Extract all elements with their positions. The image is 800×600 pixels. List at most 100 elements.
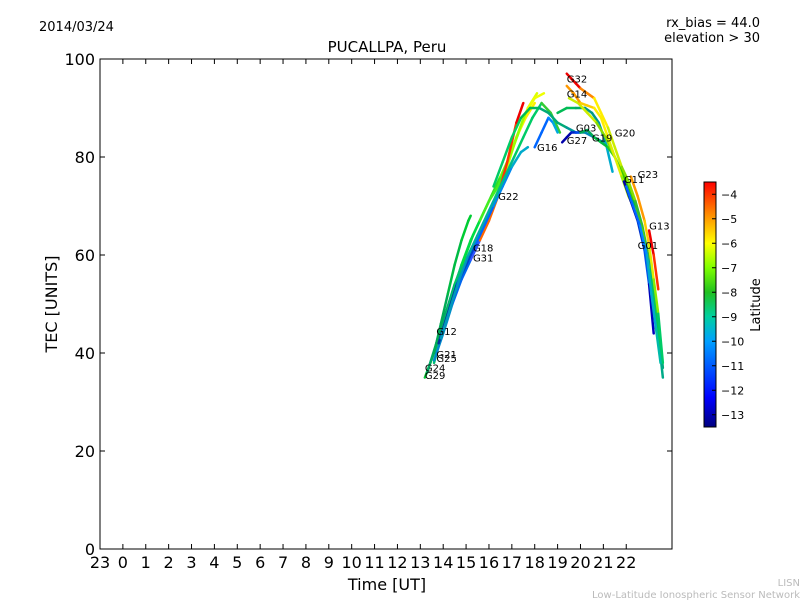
- series-segment: [533, 131, 543, 149]
- series-segment: [654, 317, 662, 355]
- x-tick-label: 20: [570, 553, 590, 572]
- satellite-label-g29: G29: [425, 371, 445, 382]
- satellite-label-g25: G25: [436, 354, 456, 365]
- series-segment: [613, 155, 623, 178]
- series-segment: [485, 194, 498, 218]
- plot-area: [99, 58, 673, 550]
- series-segment: [620, 165, 630, 183]
- satellite-label-g18: G18: [473, 244, 493, 255]
- y-tick-label: 0: [85, 540, 95, 559]
- series-segment: [540, 116, 550, 134]
- series-segment: [467, 234, 479, 257]
- series-segment: [460, 258, 472, 281]
- series-segment: [460, 219, 470, 242]
- x-tick-label: 18: [525, 553, 545, 572]
- series-segment: [453, 239, 463, 267]
- series-segment: [503, 155, 516, 178]
- satellite-label-g14: G14: [567, 89, 587, 100]
- series-segment: [515, 111, 527, 139]
- colorbar-tick-label: −8: [721, 286, 737, 299]
- series-segment: [533, 92, 546, 100]
- series-segment: [595, 121, 607, 139]
- series-segment: [467, 214, 472, 222]
- series-segment: [622, 175, 635, 203]
- series-segment: [650, 292, 658, 330]
- series-segment: [556, 106, 569, 115]
- series-segment: [492, 185, 504, 208]
- series-segment: [627, 180, 637, 203]
- satellite-label-g13: G13: [649, 222, 669, 233]
- colorbar-label: Latitude: [749, 278, 764, 332]
- x-axis-label: Time [UT]: [347, 575, 426, 594]
- colorbar-tick-label: −12: [721, 384, 744, 397]
- series-segment: [576, 101, 589, 115]
- satellite-label-g27: G27: [567, 136, 587, 147]
- series-segment: [634, 199, 644, 227]
- series-segment: [519, 145, 530, 154]
- series-segment: [494, 175, 507, 198]
- series-segment: [478, 199, 491, 222]
- series-g13: [647, 229, 660, 291]
- colorbar-tick-label: −9: [721, 311, 737, 324]
- series-segment: [654, 327, 662, 365]
- colorbar-tick-label: −7: [721, 262, 737, 275]
- series-segment: [624, 185, 635, 208]
- series-segment: [583, 106, 594, 115]
- series-segment: [524, 101, 536, 120]
- colorbar-tick-label: −4: [721, 188, 737, 201]
- series-segment: [538, 106, 550, 115]
- series-g16: [533, 116, 559, 149]
- x-axis: 23 0 1 2 3 4 5 6 7 8 9 10 11 12 13 14 15 16 17 18 19 20 21 22: [90, 59, 636, 572]
- series-segment: [540, 101, 552, 115]
- x-tick-label: 22: [616, 553, 636, 572]
- series-g23: [629, 175, 665, 365]
- series-segment: [631, 204, 642, 227]
- series-segment: [643, 219, 651, 247]
- series-segment: [629, 175, 639, 198]
- rx-bias-label: rx_bias = 44.0: [666, 16, 760, 31]
- x-tick-label: 12: [387, 553, 407, 572]
- satellite-label-g23: G23: [638, 170, 658, 181]
- series-segment: [647, 283, 655, 335]
- series-segment: [476, 214, 488, 237]
- x-tick-label: 2: [164, 553, 174, 572]
- satellite-label-g32: G32: [567, 75, 587, 86]
- series-segment: [469, 219, 482, 242]
- series-segment: [451, 263, 463, 296]
- series-segment: [592, 136, 603, 144]
- series-segment: [556, 121, 569, 129]
- satellite-label-g20: G20: [615, 129, 635, 140]
- series-segment: [547, 111, 559, 124]
- colorbar-tick-label: −11: [721, 360, 744, 373]
- x-tick-label: 7: [278, 553, 288, 572]
- colorbar-tick-label: −10: [721, 335, 744, 348]
- satellite-label-g11: G11: [624, 175, 644, 186]
- x-tick-label: 16: [479, 553, 499, 572]
- series-segment: [446, 263, 456, 296]
- y-tick-label: 80: [75, 148, 95, 167]
- series-segment: [565, 84, 575, 95]
- y-tick-label: 40: [75, 344, 95, 363]
- series-segment: [522, 116, 534, 139]
- colorbar-tick-label: −13: [721, 409, 744, 422]
- y-axis-label: TEC [UNITS]: [42, 256, 61, 354]
- series-segment: [647, 243, 655, 281]
- series-segment: [469, 239, 482, 262]
- series-segment: [567, 96, 580, 105]
- series-segment: [439, 307, 452, 340]
- series-g12: [432, 214, 472, 355]
- series-g01: [624, 185, 662, 365]
- x-tick-label: 0: [118, 553, 128, 572]
- series-segment: [483, 204, 495, 227]
- y-tick-label: 100: [64, 50, 95, 69]
- series-segment: [599, 141, 610, 149]
- satellite-label-g16: G16: [537, 143, 557, 154]
- series-segment: [645, 253, 653, 296]
- series-segment: [478, 219, 491, 242]
- satellite-label-g24: G24: [425, 364, 445, 375]
- series-segment: [592, 96, 603, 115]
- series-segment: [473, 224, 486, 247]
- satellite-label-g19: G19: [592, 133, 612, 144]
